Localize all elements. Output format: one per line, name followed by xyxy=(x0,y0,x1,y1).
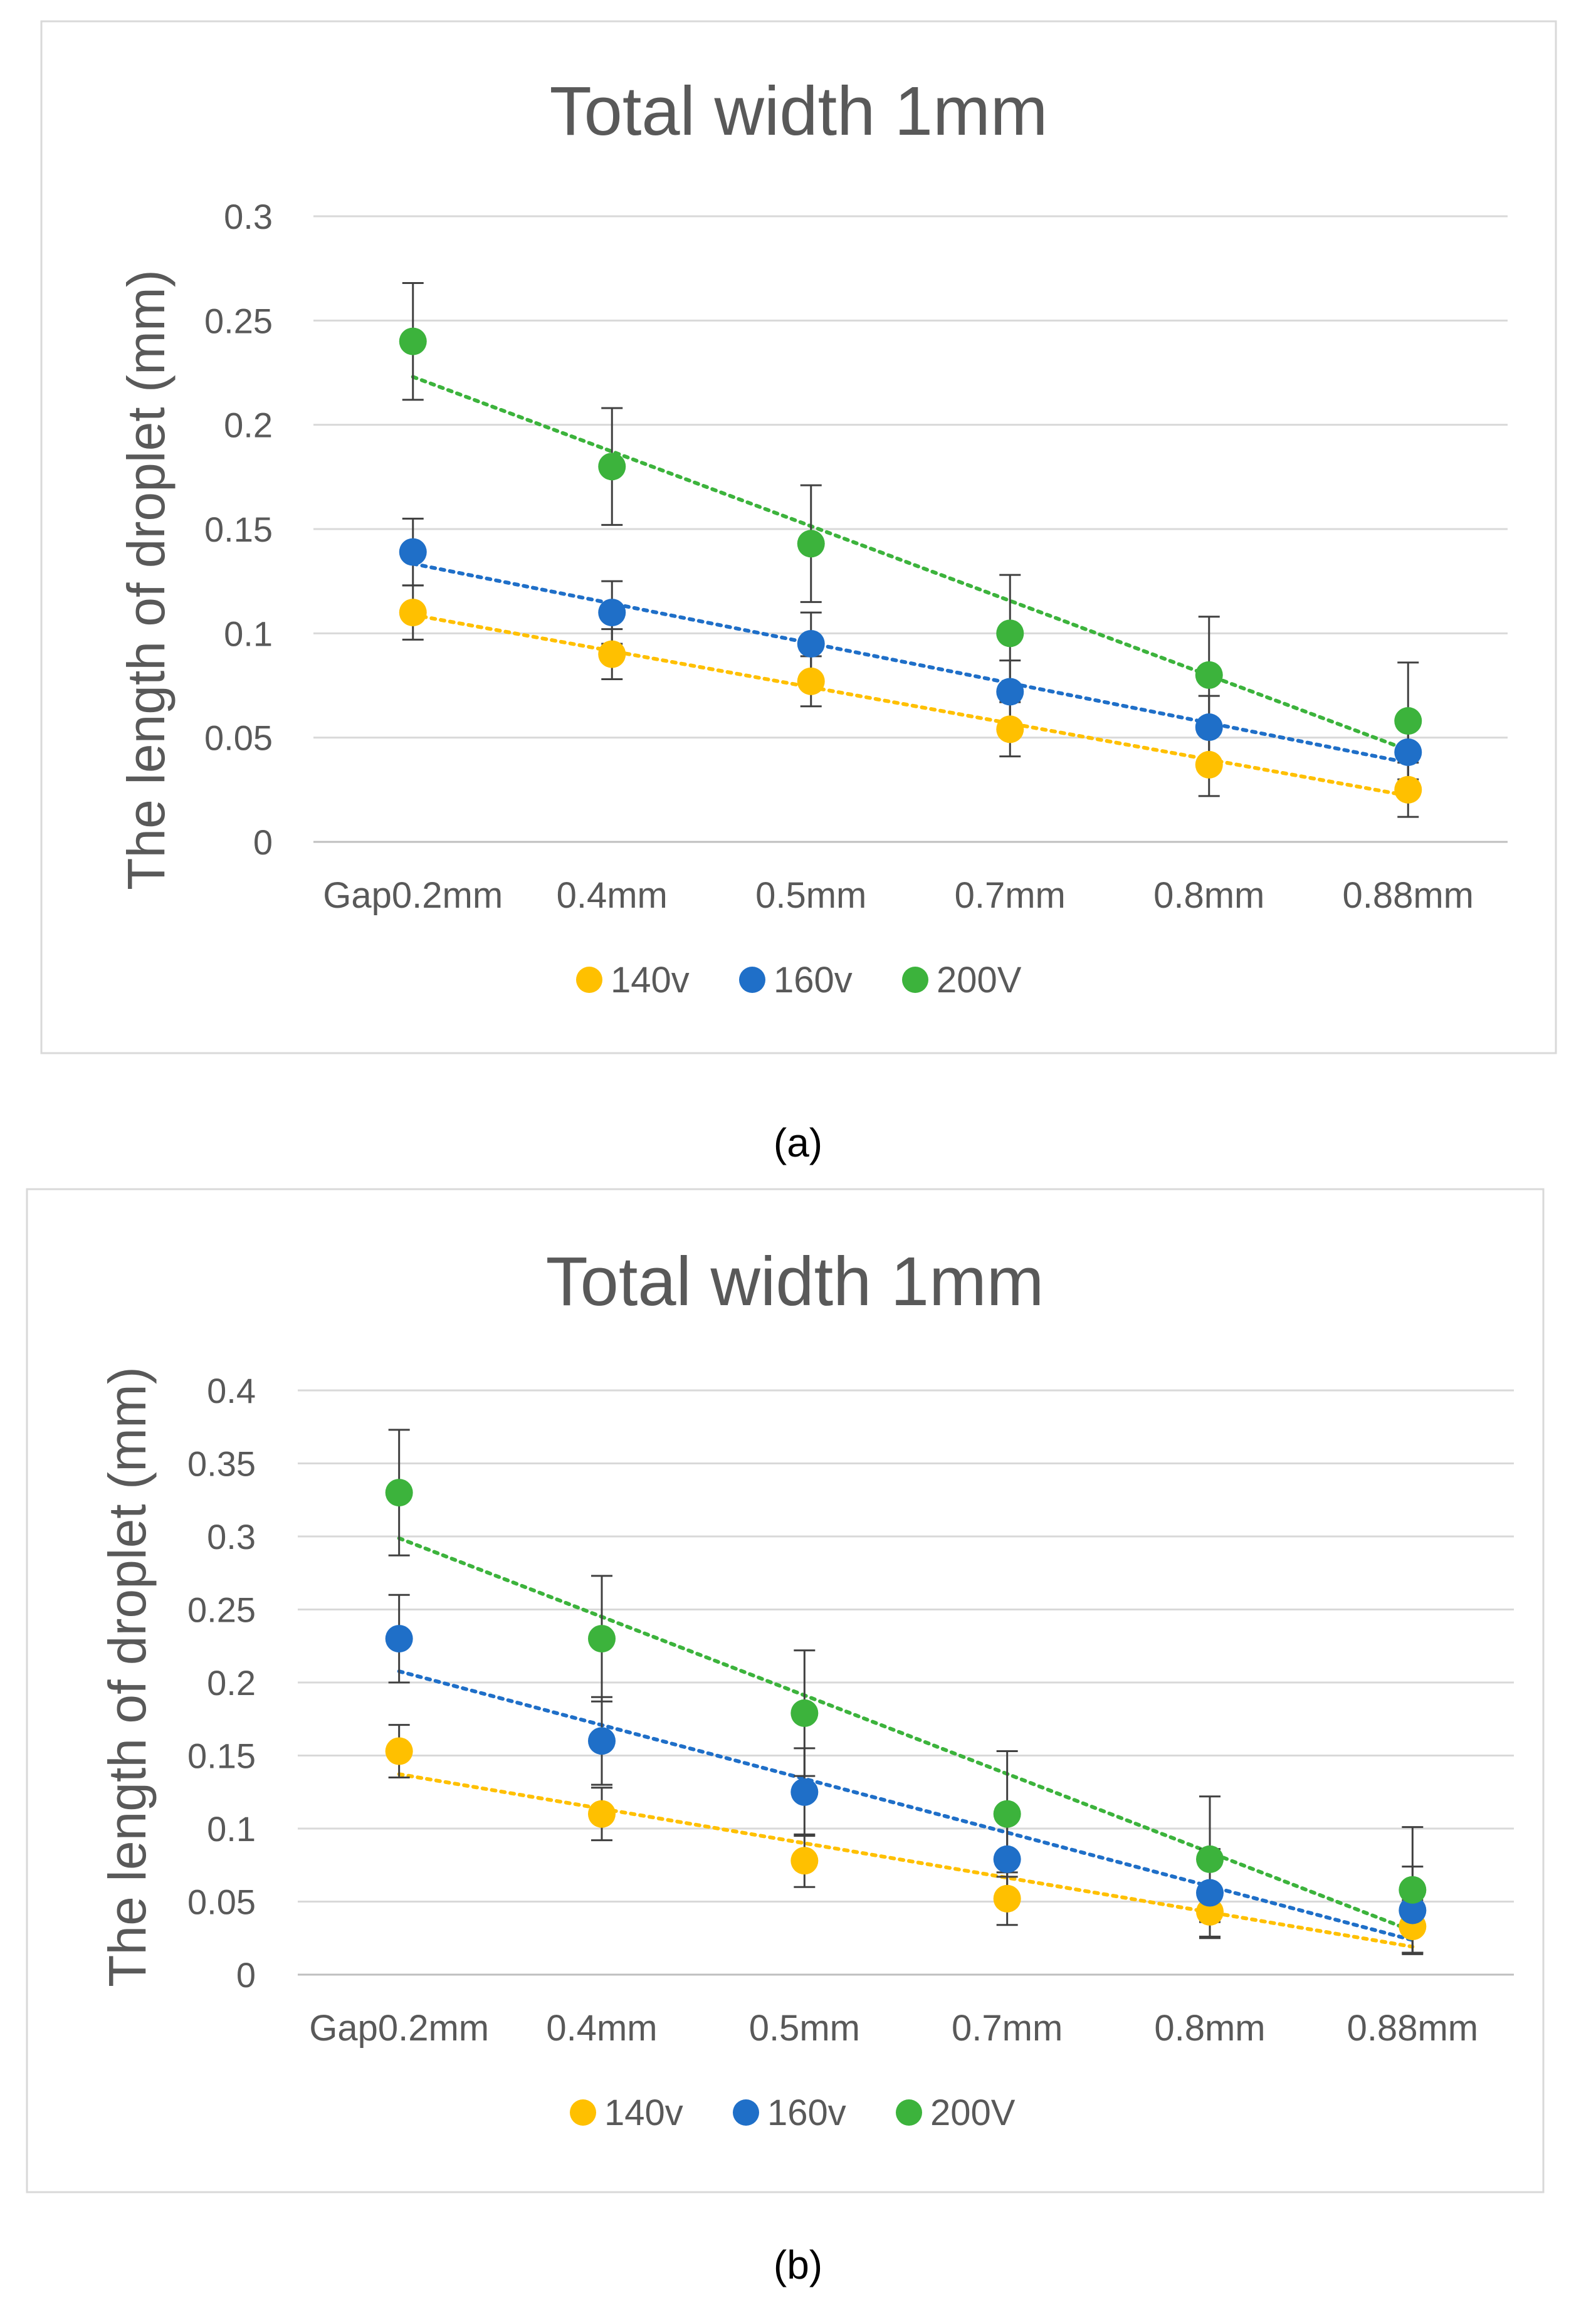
chart-title: Total width 1mm xyxy=(550,73,1048,150)
data-point-140v xyxy=(588,1800,616,1828)
x-tick-label: 0.88mm xyxy=(1342,875,1474,916)
x-tick-label: 0.7mm xyxy=(955,875,1066,916)
y-tick-label: 0.4 xyxy=(207,1371,256,1410)
chart-frame xyxy=(26,1188,1545,2193)
data-point-140v xyxy=(790,1847,819,1875)
data-point-160v xyxy=(1399,1896,1427,1924)
legend-label-160v: 160v xyxy=(767,2092,846,2133)
x-tick-label: Gap0.2mm xyxy=(323,875,503,916)
panel-caption-b: (b) xyxy=(774,2242,822,2287)
y-tick-label: 0.3 xyxy=(224,197,273,236)
data-point-160v xyxy=(588,1727,616,1755)
y-tick-label: 0 xyxy=(236,1955,256,1995)
chart-panel-a: Total width 1mm The length of droplet (m… xyxy=(40,20,1557,1054)
data-point-140v xyxy=(797,667,825,695)
y-tick-label: 0.15 xyxy=(187,1736,256,1776)
data-point-140v xyxy=(598,640,626,668)
data-point-200V xyxy=(797,530,825,558)
data-point-200V xyxy=(790,1699,819,1727)
y-axis-label: The length of droplet (mm) xyxy=(98,1367,157,1987)
data-point-140v xyxy=(1195,750,1223,779)
data-point-140v xyxy=(1196,1898,1224,1926)
data-point-160v xyxy=(993,1845,1021,1873)
y-tick-label: 0.25 xyxy=(204,301,273,340)
data-point-140v xyxy=(1394,775,1422,804)
y-axis-label: The length of droplet (mm) xyxy=(117,270,176,890)
trendline-160v xyxy=(397,1669,1415,1942)
legend-label-160v: 160v xyxy=(774,960,853,1000)
data-point-200V xyxy=(1196,1845,1224,1873)
y-tick-label: 0.25 xyxy=(187,1590,256,1630)
legend-marker-160v xyxy=(733,2099,759,2126)
data-point-200V xyxy=(996,619,1024,648)
data-point-200V xyxy=(588,1625,616,1653)
trendline-140v xyxy=(411,612,1410,798)
y-tick-label: 0.1 xyxy=(207,1809,256,1849)
y-tick-label: 0.1 xyxy=(224,614,273,653)
chart-title: Total width 1mm xyxy=(546,1243,1044,1320)
x-tick-label: 0.5mm xyxy=(755,875,866,916)
legend-label-200V: 200V xyxy=(930,2092,1016,2133)
trendline-200V xyxy=(411,375,1410,752)
x-tick-label: 0.8mm xyxy=(1154,2008,1265,2049)
y-tick-label: 0.35 xyxy=(187,1444,256,1484)
data-point-200V xyxy=(598,453,626,481)
data-point-200V xyxy=(993,1800,1021,1828)
data-point-140v xyxy=(993,1884,1021,1913)
y-tick-label: 0.15 xyxy=(204,510,273,549)
x-tick-label: 0.5mm xyxy=(749,2008,860,2049)
data-point-160v xyxy=(399,538,427,566)
legend-marker-140v xyxy=(570,2099,596,2126)
legend-label-140v: 140v xyxy=(611,960,690,1000)
legend-marker-200V xyxy=(902,967,928,993)
y-tick-label: 0.2 xyxy=(207,1663,256,1703)
data-point-160v xyxy=(598,599,626,627)
x-tick-label: Gap0.2mm xyxy=(309,2008,489,2049)
chart-panel-b: Total width 1mm The length of droplet (m… xyxy=(26,1188,1545,2193)
data-point-160v xyxy=(1196,1879,1224,1907)
legend-marker-140v xyxy=(576,967,602,993)
data-point-200V xyxy=(1399,1876,1427,1904)
trendline-140v xyxy=(397,1772,1415,1949)
y-tick-label: 0.05 xyxy=(204,718,273,758)
y-tick-label: 0 xyxy=(253,822,273,862)
plot-area: 0 0.05 0.1 0.15 0.2 0.25 0.3 Gap0.2mm 0.4mm 0.5mm… xyxy=(204,197,1508,1000)
y-tick-label: 0.05 xyxy=(187,1882,256,1922)
data-point-200V xyxy=(399,327,427,355)
data-point-140v xyxy=(399,599,427,627)
legend-label-200V: 200V xyxy=(937,960,1022,1000)
data-point-140v xyxy=(385,1737,413,1765)
data-point-200V xyxy=(1195,661,1223,689)
data-point-160v xyxy=(1394,738,1422,766)
plot-area: 0 0.05 0.1 0.15 0.2 0.25 0.3 0.35 0.4 Gap0.2mm 0.4… xyxy=(187,1371,1514,2133)
data-point-160v xyxy=(385,1625,413,1653)
data-point-160v xyxy=(996,678,1024,706)
legend-label-140v: 140v xyxy=(604,2092,683,2133)
data-point-160v xyxy=(797,629,825,658)
data-point-140v xyxy=(996,715,1024,743)
x-tick-label: 0.4mm xyxy=(546,2008,657,2049)
x-tick-label: 0.4mm xyxy=(557,875,668,916)
panel-caption-a: (a) xyxy=(774,1120,822,1165)
legend-marker-200V xyxy=(896,2099,922,2126)
data-point-160v xyxy=(1195,713,1223,742)
x-tick-label: 0.88mm xyxy=(1347,2008,1479,2049)
data-point-160v xyxy=(790,1778,819,1806)
legend-marker-160v xyxy=(739,967,765,993)
y-tick-label: 0.3 xyxy=(207,1517,256,1557)
trendline-160v xyxy=(411,562,1410,765)
data-point-200V xyxy=(385,1479,413,1507)
y-tick-label: 0.2 xyxy=(224,406,273,445)
x-tick-label: 0.7mm xyxy=(952,2008,1063,2049)
chart-frame xyxy=(40,20,1557,1054)
x-tick-label: 0.8mm xyxy=(1153,875,1264,916)
trendline-200V xyxy=(397,1536,1415,1933)
data-point-200V xyxy=(1394,707,1422,735)
